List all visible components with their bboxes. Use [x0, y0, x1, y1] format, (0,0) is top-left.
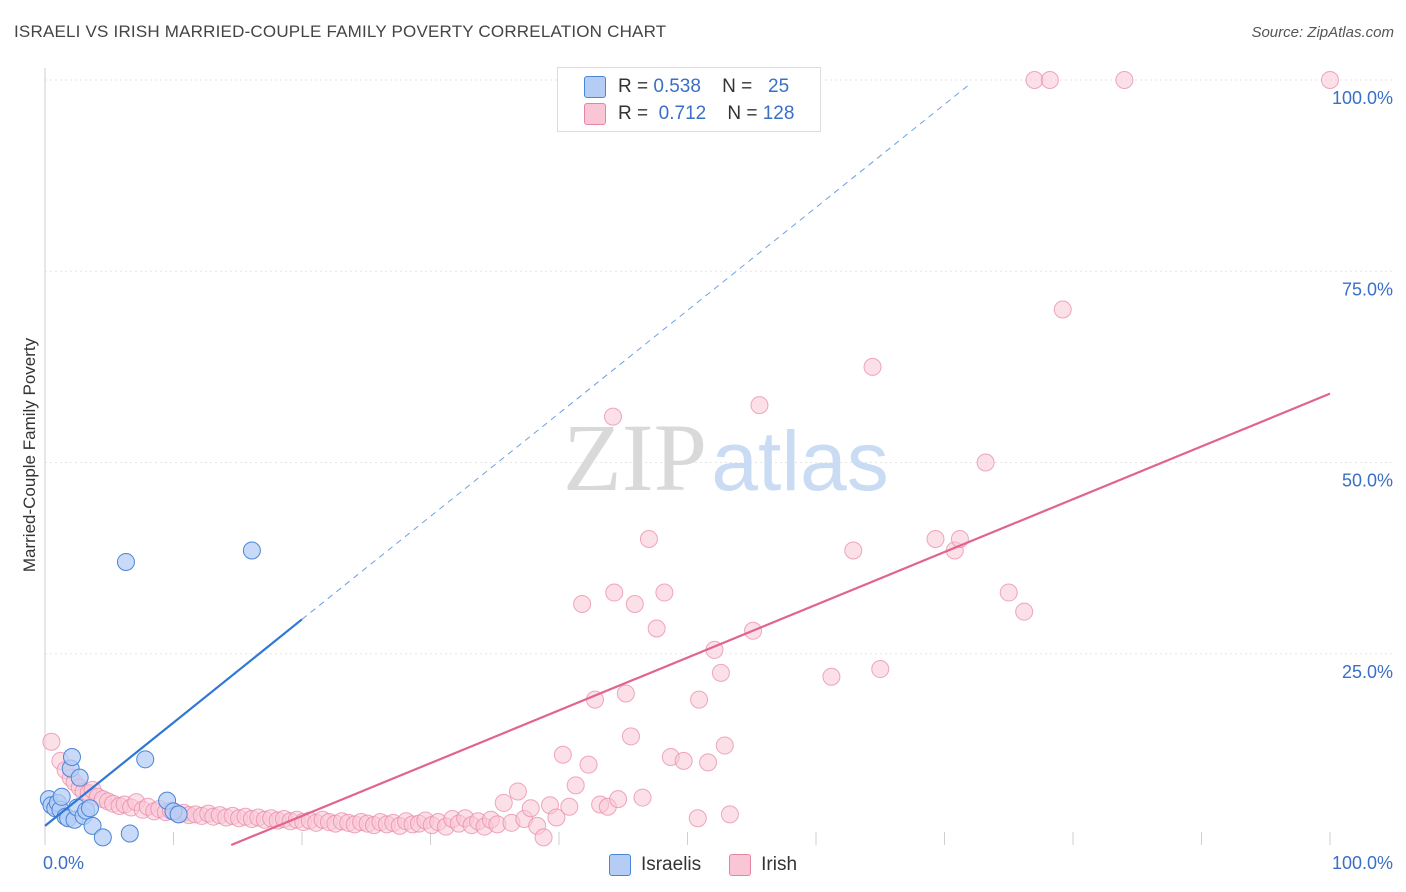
- irish-point: [547, 808, 566, 827]
- irish-point: [579, 755, 598, 774]
- irish-point: [609, 790, 628, 809]
- irish-point: [621, 727, 640, 746]
- irish-point: [699, 753, 718, 772]
- irish-point: [616, 684, 635, 703]
- irish-point: [976, 453, 995, 472]
- israeli-point: [116, 552, 135, 571]
- irish-point: [871, 660, 890, 679]
- irish-point: [633, 788, 652, 807]
- irish-point: [688, 809, 707, 828]
- series-legend: Israelis Irish: [0, 852, 1406, 878]
- irish-point: [822, 667, 841, 686]
- series-swatch-irish: [729, 854, 752, 876]
- irish-points: [42, 71, 1339, 847]
- x-tick-label: 100.0%: [1332, 853, 1393, 873]
- y-tick-label: 50.0%: [1342, 471, 1393, 491]
- irish-point: [603, 407, 622, 426]
- x-tick-label: 0.0%: [43, 853, 84, 873]
- watermark-atlas: atlas: [711, 414, 888, 508]
- irish-point: [999, 583, 1018, 602]
- irish-point: [553, 745, 572, 764]
- irish-point: [674, 751, 693, 770]
- irish-point: [1025, 71, 1044, 89]
- watermark-zip: ZIP: [563, 404, 707, 511]
- irish-point: [720, 805, 739, 824]
- irish-point: [844, 541, 863, 560]
- irish-trend-line: [230, 392, 1331, 847]
- israeli-trend-line: [44, 618, 303, 827]
- irish-point: [566, 776, 585, 795]
- irish-point: [521, 799, 540, 818]
- series-name-israelis: Israelis: [640, 854, 702, 875]
- legend-n-value: 25: [768, 76, 790, 97]
- legend-swatch-irish: [584, 103, 606, 125]
- israeli-point: [83, 816, 102, 835]
- israeli-point: [62, 748, 81, 767]
- y-axis-label: Married-Couple Family Poverty: [20, 337, 39, 573]
- correlation-legend: R = 0.538 N = 25 R = 0.712 N = 128: [557, 67, 821, 132]
- irish-point: [1115, 71, 1134, 89]
- y-tick-label: 25.0%: [1342, 662, 1393, 682]
- series-name-irish: Irish: [761, 854, 798, 875]
- y-tick-labels: 25.0% 50.0% 75.0% 100.0%: [1332, 88, 1393, 682]
- israeli-point: [136, 750, 155, 769]
- israeli-point: [70, 768, 89, 787]
- series-legend-israelis: Israelis: [608, 854, 702, 876]
- chart-title: ISRAELI VS IRISH MARRIED-COUPLE FAMILY P…: [14, 22, 667, 41]
- irish-point: [1053, 300, 1072, 319]
- legend-r-value: 0.538: [653, 76, 701, 97]
- irish-point: [1015, 602, 1034, 621]
- irish-point: [655, 583, 674, 602]
- irish-point: [690, 690, 709, 709]
- irish-point: [647, 619, 666, 638]
- irish-point: [625, 595, 644, 614]
- y-tick-label: 100.0%: [1332, 88, 1393, 108]
- israeli-point: [93, 828, 112, 847]
- legend-n-label: N =: [727, 103, 758, 124]
- israeli-point: [242, 541, 261, 560]
- source-label: Source: ZipAtlas.com: [1251, 24, 1394, 41]
- legend-r-label: R =: [618, 76, 649, 97]
- irish-point: [715, 736, 734, 755]
- irish-point: [605, 583, 624, 602]
- israeli-point: [169, 805, 188, 824]
- legend-r-label: R =: [618, 103, 649, 124]
- legend-r-value: 0.712: [658, 103, 707, 124]
- irish-point: [573, 595, 592, 614]
- israeli-trend-extension: [301, 83, 971, 620]
- israeli-point: [80, 799, 99, 818]
- legend-row-irish: R = 0.712 N = 128: [584, 101, 794, 127]
- israeli-points: [39, 541, 261, 847]
- legend-n-label: N =: [722, 76, 753, 97]
- irish-point: [508, 782, 527, 801]
- irish-point: [711, 663, 730, 682]
- irish-point: [560, 797, 579, 816]
- series-swatch-israelis: [608, 854, 631, 876]
- trend-lines: [44, 83, 1331, 847]
- irish-point: [750, 396, 769, 415]
- watermark: ZIP atlas: [563, 404, 889, 511]
- irish-point: [42, 732, 61, 751]
- legend-n-value: 128: [762, 103, 795, 124]
- legend-swatch-israelis: [584, 76, 606, 98]
- irish-point: [863, 357, 882, 376]
- irish-point: [1040, 71, 1059, 89]
- legend-row-israelis: R = 0.538 N = 25: [584, 74, 789, 100]
- irish-point: [1321, 71, 1339, 89]
- irish-point: [926, 530, 945, 548]
- irish-point: [639, 530, 658, 548]
- x-tick-labels: 0.0% 100.0%: [43, 853, 1393, 873]
- y-tick-label: 75.0%: [1342, 279, 1393, 299]
- israeli-point: [52, 787, 71, 806]
- series-legend-irish: Irish: [729, 854, 797, 876]
- irish-point: [534, 828, 553, 847]
- irish-point: [494, 793, 513, 812]
- israeli-point: [120, 824, 139, 843]
